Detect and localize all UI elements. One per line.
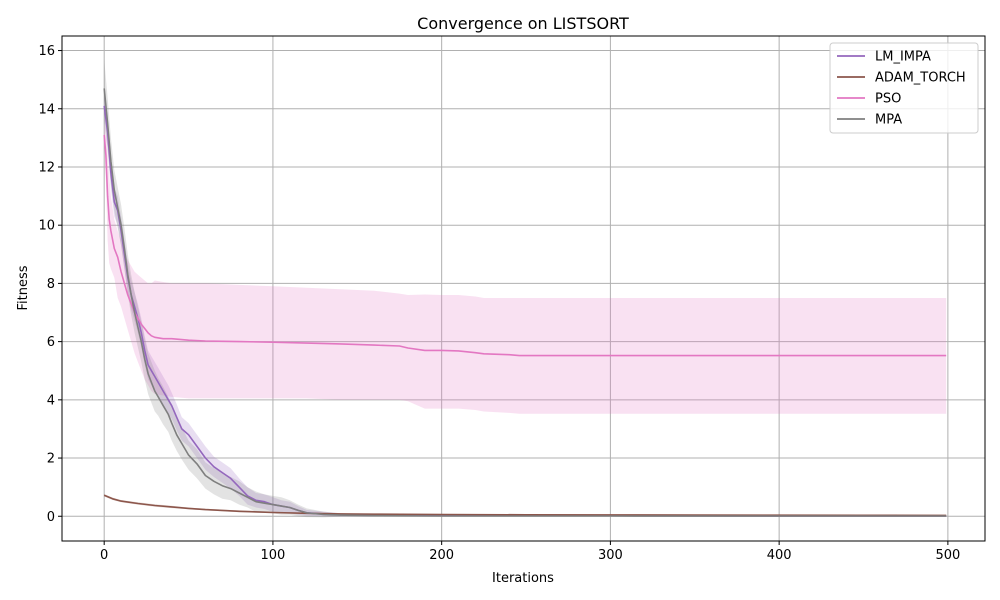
pso-line <box>103 134 947 357</box>
y-tick-label: 6 <box>47 335 55 350</box>
pso-band <box>104 123 947 414</box>
y-tick-label: 16 <box>38 44 55 59</box>
y-tick-label: 12 <box>38 160 55 175</box>
y-tick-label: 0 <box>47 510 55 525</box>
legend-box <box>829 42 979 134</box>
chart-title: Convergence on LISTSORT <box>417 14 629 33</box>
grid-lines <box>62 36 985 541</box>
mpa-line <box>103 88 947 517</box>
x-tick-label: 100 <box>261 548 286 563</box>
x-tick-label: 200 <box>429 548 454 563</box>
x-tick-label: 500 <box>935 548 960 563</box>
legend-label-adam-torch: ADAM_TORCH <box>875 71 966 86</box>
legend-label-pso: PSO <box>875 92 901 107</box>
x-tick-label: 0 <box>100 548 108 563</box>
plot-frame <box>61 35 986 542</box>
axis-ticks: 0 100 200 300 400 500 0 2 4 6 8 10 12 14 16 <box>38 44 960 563</box>
x-axis-title: Iterations <box>492 571 554 586</box>
x-tick-label: 400 <box>767 548 792 563</box>
y-tick-label: 8 <box>47 277 55 292</box>
confidence-bands <box>104 59 947 518</box>
y-axis-title: Fitness <box>16 265 31 310</box>
adam-torch-line <box>103 494 947 517</box>
legend: LM_IMPA ADAM_TORCH PSO MPA <box>829 42 979 134</box>
x-tick-label: 300 <box>598 548 623 563</box>
y-tick-label: 2 <box>47 452 55 467</box>
legend-label-lm-impa: LM_IMPA <box>875 50 931 65</box>
y-tick-label: 14 <box>38 102 55 117</box>
y-tick-label: 4 <box>47 393 55 408</box>
legend-label-mpa: MPA <box>875 113 902 128</box>
series-lines <box>103 88 947 517</box>
y-tick-label: 10 <box>38 219 55 234</box>
